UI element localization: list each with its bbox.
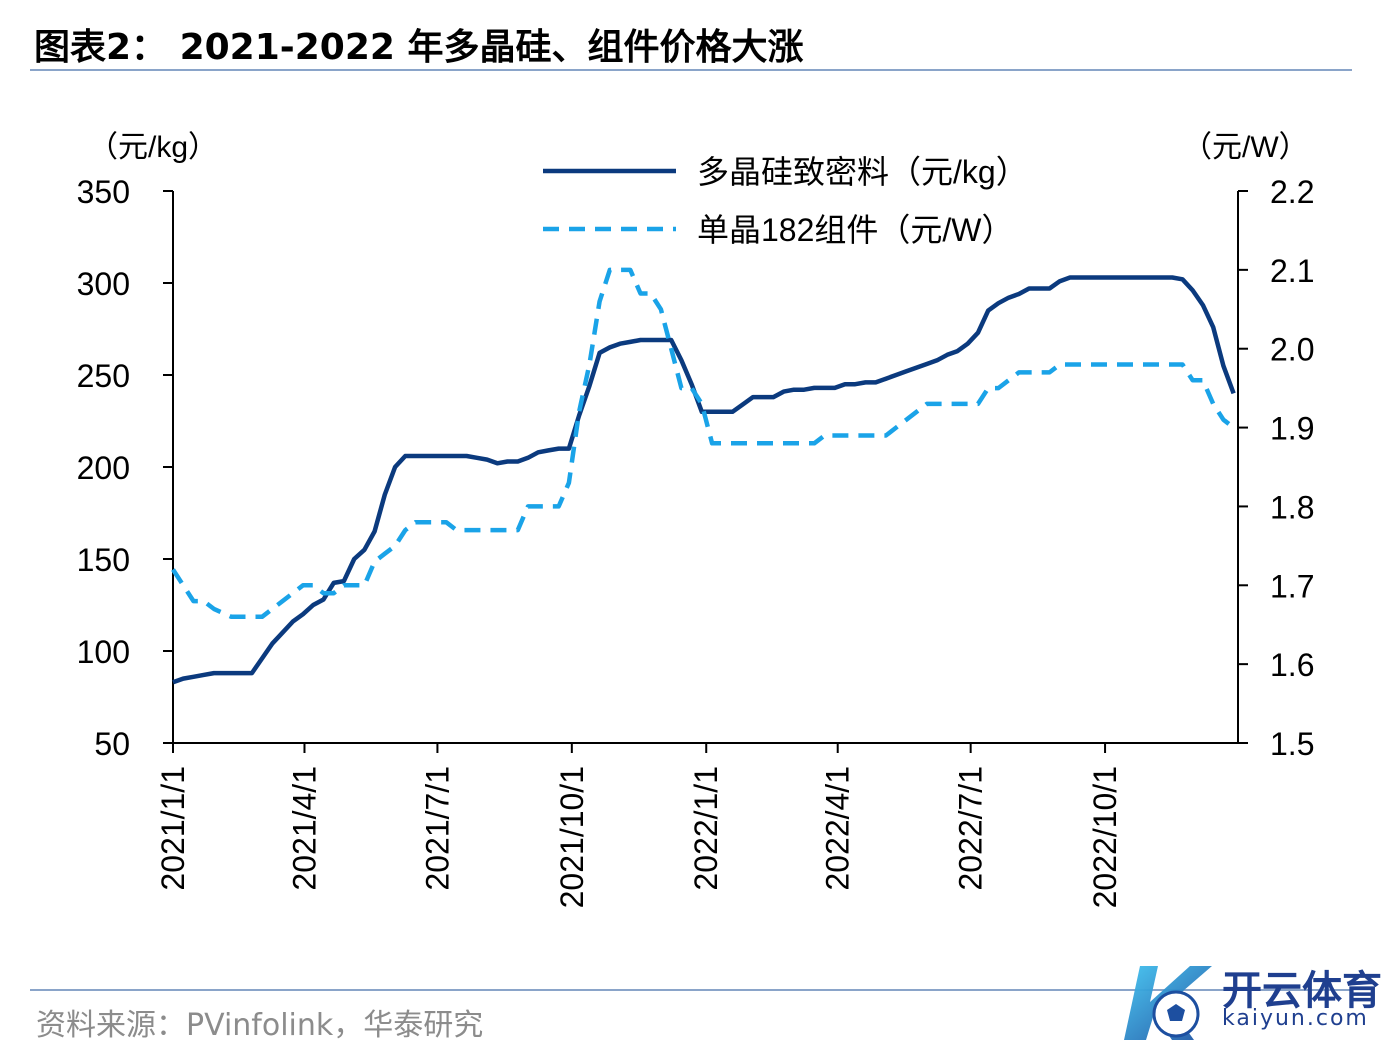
x-tick-label: 2021/7/1 — [419, 766, 455, 891]
x-tick-label: 2021/10/1 — [554, 766, 590, 908]
x-tick-label: 2022/1/1 — [688, 766, 724, 891]
right-tick-label: 1.6 — [1270, 647, 1314, 683]
left-axis-unit: （元/kg） — [88, 131, 218, 164]
right-tick-label: 2.2 — [1270, 174, 1314, 210]
title-divider — [30, 69, 1352, 71]
watermark-url: kaiyun.com — [1222, 1006, 1369, 1031]
x-tick-label: 2022/7/1 — [953, 766, 989, 891]
left-tick-label: 150 — [77, 542, 130, 578]
legend-label-polysilicon: 多晶硅致密料（元/kg） — [697, 154, 1028, 190]
right-tick-label: 1.5 — [1270, 726, 1314, 762]
right-tick-label: 2.1 — [1270, 253, 1314, 289]
chart-legend: 多晶硅致密料（元/kg） 单晶182组件（元/W） — [543, 154, 1028, 248]
right-tick-label: 1.8 — [1270, 489, 1314, 525]
left-tick-label: 250 — [77, 358, 130, 394]
right-tick-label: 2.0 — [1270, 332, 1314, 368]
footer-divider — [30, 989, 1352, 991]
left-tick-label: 100 — [77, 634, 130, 670]
chart-axes: 50 100 150 200 250 300 350 1.5 1.6 1.7 1.8 1.9 2.0 2.… — [77, 174, 1315, 908]
watermark-logo: 开云体育 kaiyun.com — [1110, 952, 1390, 1047]
x-tick-label: 2021/4/1 — [286, 766, 322, 891]
polysilicon-price-line — [172, 275, 1236, 685]
right-tick-label: 1.7 — [1270, 568, 1314, 604]
football-logo-icon — [1124, 966, 1212, 1040]
left-tick-label: 300 — [77, 266, 130, 302]
x-tick-label: 2021/1/1 — [155, 766, 191, 891]
left-tick-label: 50 — [94, 726, 130, 762]
left-tick-label: 200 — [77, 450, 130, 486]
right-axis-unit: （元/W） — [1182, 131, 1309, 164]
chart-series — [171, 267, 1236, 685]
left-tick-label: 350 — [77, 174, 130, 210]
module-price-line — [171, 267, 1235, 620]
legend-label-module: 单晶182组件（元/W） — [697, 212, 1014, 248]
page-title: 图表2： 2021-2022 年多晶硅、组件价格大涨 — [34, 27, 804, 68]
right-tick-label: 1.9 — [1270, 411, 1314, 447]
source-note: 资料来源：PVinfolink，华泰研究 — [36, 1008, 484, 1043]
x-tick-label: 2022/4/1 — [820, 766, 856, 891]
watermark-name: 开云体育 — [1222, 968, 1382, 1014]
x-tick-label: 2022/10/1 — [1087, 766, 1123, 908]
